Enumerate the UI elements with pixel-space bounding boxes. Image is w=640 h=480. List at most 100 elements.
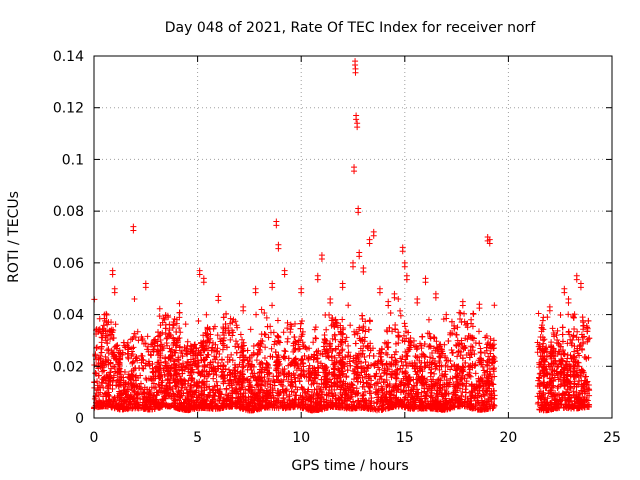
data-point — [219, 356, 226, 363]
data-point — [426, 342, 433, 349]
data-point — [239, 336, 246, 343]
data-point — [314, 359, 321, 365]
data-point — [203, 378, 210, 385]
data-point — [235, 344, 242, 351]
data-point — [458, 319, 465, 326]
data-point — [104, 340, 111, 347]
data-point — [220, 324, 227, 331]
data-point — [574, 350, 581, 357]
data-point — [392, 348, 399, 355]
data-point — [249, 403, 256, 410]
data-point — [543, 344, 550, 351]
grid-layer — [94, 56, 612, 418]
data-point — [262, 331, 269, 338]
data-point — [402, 348, 409, 355]
data-point — [129, 335, 136, 342]
data-point — [332, 336, 339, 343]
data-point — [482, 334, 489, 341]
data-point — [428, 389, 435, 396]
data-point — [271, 341, 278, 348]
data-point — [347, 322, 354, 329]
data-point — [255, 346, 262, 353]
data-point — [247, 373, 254, 380]
chart-title: Day 048 of 2021, Rate Of TEC Index for r… — [165, 20, 537, 36]
data-point — [301, 352, 308, 359]
data-point — [95, 391, 102, 398]
data-point — [125, 380, 132, 387]
data-point — [200, 332, 207, 339]
data-point — [449, 349, 456, 356]
data-point — [134, 328, 141, 335]
data-point — [535, 310, 542, 317]
data-point — [268, 345, 275, 352]
data-point — [407, 335, 414, 342]
data-point — [253, 311, 260, 318]
data-point — [413, 346, 420, 353]
data-point — [345, 342, 352, 349]
data-point — [175, 387, 182, 394]
data-point — [359, 327, 366, 334]
data-point — [131, 330, 138, 337]
data-point — [244, 366, 251, 373]
data-point — [265, 334, 272, 341]
data-point — [403, 335, 410, 342]
data-point — [475, 328, 482, 335]
data-point — [433, 338, 440, 345]
data-point — [425, 343, 432, 350]
data-point — [535, 377, 542, 384]
data-point — [472, 370, 479, 377]
data-point — [250, 342, 257, 349]
data-point — [574, 328, 581, 335]
data-point — [102, 337, 109, 344]
data-point — [284, 338, 291, 345]
data-point — [534, 400, 541, 407]
data-point — [344, 367, 351, 374]
data-point — [162, 331, 169, 338]
data-point — [457, 310, 464, 317]
data-point — [140, 389, 147, 396]
data-point — [179, 360, 186, 367]
data-point — [416, 357, 423, 364]
data-point — [182, 321, 189, 328]
data-point — [430, 345, 437, 352]
data-point — [456, 315, 463, 322]
data-point — [284, 335, 291, 342]
data-point — [449, 375, 456, 382]
data-point — [585, 317, 592, 324]
data-point — [282, 348, 289, 355]
data-point — [210, 375, 217, 382]
data-point — [456, 309, 463, 316]
data-point — [206, 386, 213, 393]
data-point — [291, 334, 298, 341]
data-point — [565, 311, 572, 318]
data-point — [364, 364, 371, 371]
data-point — [375, 364, 382, 371]
data-point — [360, 379, 367, 386]
data-point — [447, 366, 454, 373]
data-point — [233, 349, 240, 356]
data-point — [554, 327, 561, 334]
data-point — [579, 314, 586, 321]
data-point — [219, 346, 226, 353]
data-point — [112, 321, 119, 328]
data-point — [274, 317, 281, 324]
data-point — [352, 340, 359, 347]
data-point — [100, 322, 107, 329]
data-point — [237, 331, 244, 338]
data-point — [247, 326, 254, 333]
data-point — [195, 317, 202, 324]
data-point — [262, 344, 269, 351]
data-point — [259, 386, 266, 393]
data-point — [208, 365, 215, 372]
data-point — [559, 324, 566, 331]
data-point — [175, 357, 182, 364]
data-point — [560, 390, 567, 397]
data-point — [402, 323, 409, 330]
data-point — [431, 370, 438, 377]
data-point — [232, 338, 239, 345]
data-point — [343, 373, 350, 380]
data-point — [264, 323, 271, 330]
data-point — [313, 335, 320, 342]
